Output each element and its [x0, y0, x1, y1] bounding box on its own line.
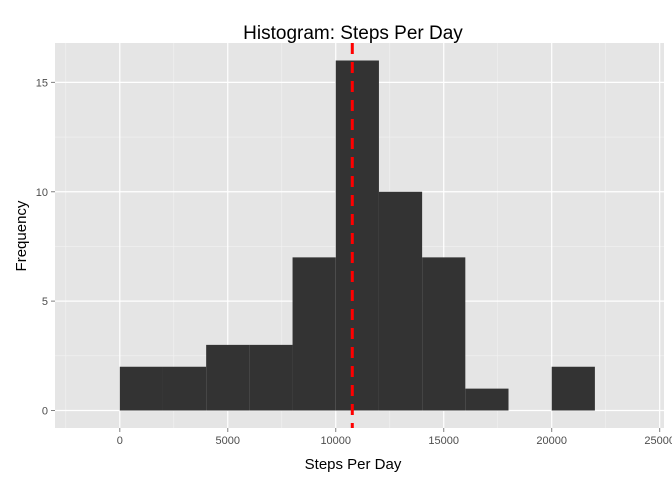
y-tick-label: 5 [42, 296, 48, 308]
y-tick-label: 0 [42, 406, 48, 418]
x-tick-label: 10000 [320, 435, 351, 447]
histogram-bar [292, 257, 336, 411]
x-tick-label: 20000 [536, 435, 567, 447]
x-tick-label: 5000 [216, 435, 240, 447]
histogram-bar [206, 344, 250, 411]
histogram-bar [551, 366, 595, 411]
histogram-bar [162, 366, 207, 411]
histogram-bar [422, 257, 466, 411]
histogram-bars [119, 60, 595, 411]
y-tick-label: 10 [36, 187, 48, 199]
histogram-bar [378, 191, 423, 411]
x-tick-label: 15000 [428, 435, 459, 447]
minor-grid [55, 43, 664, 428]
y-axis-ticks: 0 5 10 15 [36, 77, 55, 418]
x-axis-ticks: 0 5000 10000 15000 20000 25000 [117, 428, 672, 447]
histogram-bar [119, 366, 163, 411]
y-axis-title: Frequency [13, 200, 30, 271]
y-tick-label: 15 [36, 77, 48, 89]
x-axis-title: Steps Per Day [305, 456, 402, 473]
histogram-bar [465, 388, 509, 411]
chart-title: Histogram: Steps Per Day [243, 23, 463, 44]
histogram-bar [249, 344, 293, 411]
x-tick-label: 25000 [644, 435, 672, 447]
x-tick-label: 0 [117, 435, 123, 447]
histogram-bar [335, 60, 379, 411]
